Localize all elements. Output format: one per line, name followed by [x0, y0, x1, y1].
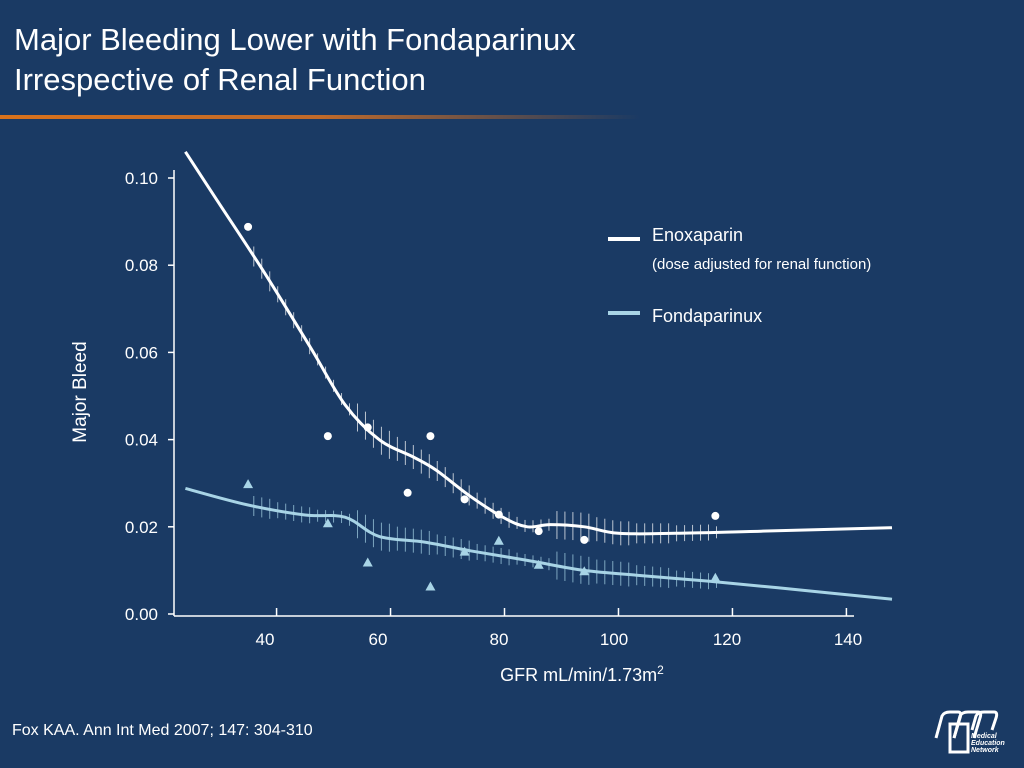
slide-title-line-1: Major Bleeding Lower with Fondaparinux	[14, 22, 576, 57]
chart-series-lines	[184, 150, 893, 601]
point-fondaparinux	[459, 546, 470, 556]
logo-bracket	[948, 722, 970, 754]
legend-sublabel-enoxaparin: (dose adjusted for renal function)	[652, 256, 871, 273]
logo-text-3: Network	[971, 747, 1000, 754]
y-tick-label: 0.00	[125, 605, 158, 624]
point-fondaparinux	[533, 559, 544, 569]
point-enoxaparin	[363, 423, 372, 432]
x-tick-label: 80	[490, 630, 509, 649]
x-axis-label-superscript: 2	[657, 663, 664, 677]
medical-education-network-logo: Medical Education Network	[934, 710, 1005, 754]
x-axis-label: GFR mL/min/1.73m2	[500, 663, 664, 685]
legend-label-fondaparinux: Fondaparinux	[652, 306, 762, 326]
logo-text-2: Education	[971, 740, 1005, 747]
chart-series-points	[243, 222, 721, 591]
chart-ticks: 0.00 0.02 0.04 0.06 0.08 0.10 40 60 80 100 120 140	[125, 169, 862, 649]
legend-label-enoxaparin: Enoxaparin	[652, 225, 743, 245]
y-tick-label: 0.06	[125, 343, 158, 362]
x-tick-label: 100	[600, 630, 628, 649]
title-divider	[0, 115, 640, 119]
point-fondaparinux	[243, 479, 254, 489]
point-fondaparinux	[425, 581, 436, 591]
x-tick-label: 40	[256, 630, 275, 649]
point-enoxaparin	[494, 510, 503, 519]
y-tick-label: 0.08	[125, 256, 158, 275]
slide-title-line-2: Irrespective of Renal Function	[14, 62, 426, 97]
point-enoxaparin	[244, 222, 253, 231]
citation: Fox KAA. Ann Int Med 2007; 147: 304-310	[12, 722, 313, 739]
point-fondaparinux	[493, 535, 504, 545]
point-enoxaparin	[460, 495, 469, 504]
slide-title: Major Bleeding Lower with Fondaparinux I…	[14, 20, 576, 100]
x-tick-label: 60	[369, 630, 388, 649]
y-tick-label: 0.10	[125, 169, 158, 188]
chart-axes	[173, 170, 854, 617]
x-tick-label: 140	[834, 630, 862, 649]
y-tick-label: 0.02	[125, 518, 158, 537]
point-enoxaparin	[426, 432, 435, 441]
point-enoxaparin	[534, 527, 543, 536]
y-axis-label: Major Bleed	[70, 341, 91, 442]
point-enoxaparin	[323, 432, 332, 441]
series-line-fondaparinux	[185, 486, 893, 601]
point-enoxaparin	[403, 488, 412, 497]
point-fondaparinux	[710, 572, 721, 582]
point-enoxaparin	[711, 511, 720, 520]
point-fondaparinux	[579, 566, 590, 576]
y-tick-label: 0.04	[125, 431, 158, 450]
chart-legend: Enoxaparin (dose adjusted for renal func…	[608, 225, 871, 326]
point-fondaparinux	[322, 518, 333, 528]
x-tick-label: 120	[713, 630, 741, 649]
point-enoxaparin	[580, 535, 589, 544]
logo-text-1: Medical	[971, 733, 998, 740]
x-axis-label-main: GFR mL/min/1.73m	[500, 665, 657, 685]
point-fondaparinux	[362, 557, 373, 567]
series-line-enoxaparin	[184, 150, 893, 536]
